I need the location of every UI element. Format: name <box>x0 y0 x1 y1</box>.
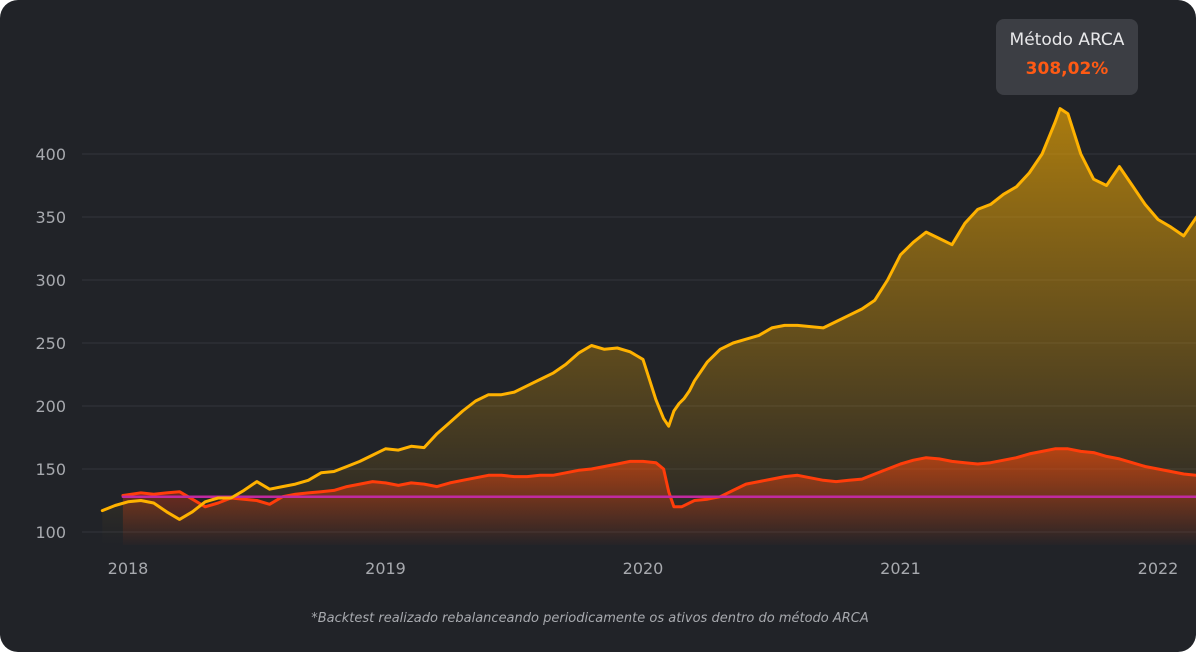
y-tick-label: 400 <box>35 145 66 164</box>
arca-series-line <box>100 107 1196 521</box>
x-tick-label: 2019 <box>365 559 406 578</box>
y-tick-label: 200 <box>35 397 66 416</box>
y-tick-label: 150 <box>35 460 66 479</box>
x-tick-label: 2020 <box>623 559 664 578</box>
y-tick-label: 350 <box>35 208 66 227</box>
tooltip: Método ARCA 308,02% <box>996 19 1138 95</box>
y-axis-ticks: 100 150 200 250 300 350 400 <box>35 145 66 542</box>
x-axis-ticks: 2018 2019 2020 2021 2022 <box>108 559 1179 578</box>
benchmark-series-line <box>121 447 1196 509</box>
x-tick-label: 2022 <box>1138 559 1179 578</box>
x-tick-label: 2018 <box>108 559 149 578</box>
tooltip-title: Método ARCA <box>1009 30 1125 50</box>
series-lines <box>100 107 1196 521</box>
series-areas <box>102 108 1196 545</box>
x-tick-label: 2021 <box>880 559 921 578</box>
y-tick-label: 250 <box>35 334 66 353</box>
arca-series-area <box>102 108 1196 545</box>
footnote: *Backtest realizado rebalanceando period… <box>311 611 869 626</box>
tooltip-value: 308,02% <box>1025 59 1109 79</box>
y-tick-label: 300 <box>35 271 66 290</box>
y-tick-label: 100 <box>35 523 66 542</box>
